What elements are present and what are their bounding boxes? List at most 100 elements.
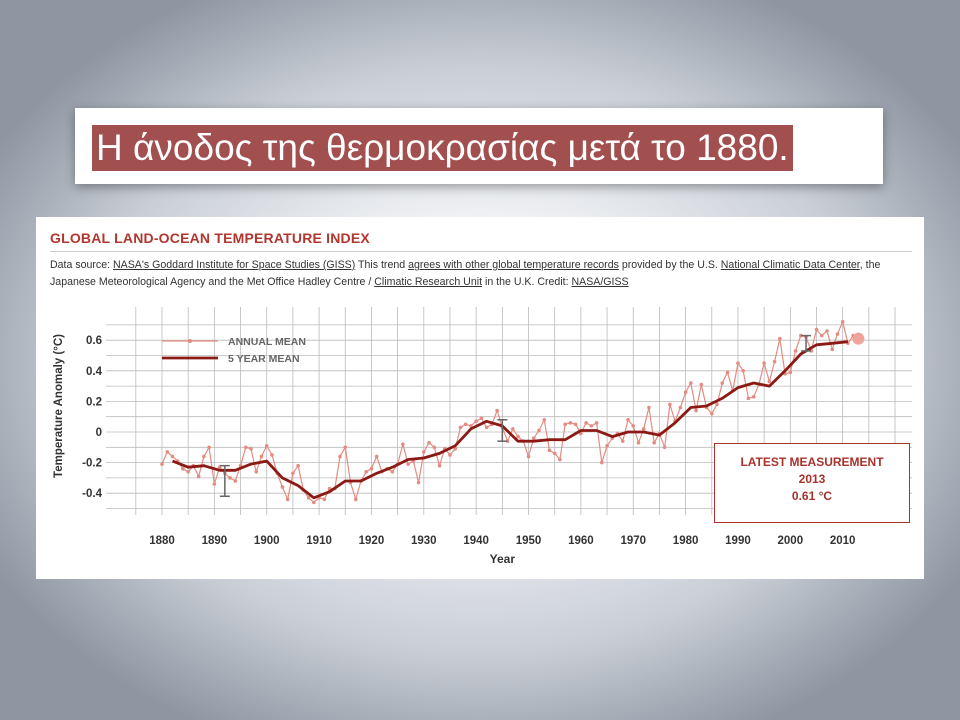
annual-mean-point [280, 485, 285, 489]
annual-mean-point [830, 347, 835, 352]
annual-mean-point [202, 454, 206, 459]
annual-mean-point [186, 469, 190, 474]
annual-mean-point [715, 402, 719, 407]
source-mid-4: in the U.K. Credit: [482, 276, 572, 288]
annual-mean-point [683, 390, 688, 395]
annual-mean-point [369, 466, 374, 471]
annual-mean-point [516, 434, 520, 439]
annual-mean-point [620, 439, 625, 443]
annual-mean-point [835, 332, 840, 336]
annual-mean-point [207, 445, 211, 450]
y-tick-label: 0.6 [86, 335, 102, 347]
source-link-cru[interactable]: Climatic Research Unit [374, 276, 483, 288]
x-tick-label: 1920 [359, 535, 385, 547]
annual-mean-point [243, 445, 248, 450]
chart-title: GLOBAL LAND-OCEAN TEMPERATURE INDEX [50, 230, 370, 246]
x-tick-label: 1900 [254, 535, 280, 547]
annual-mean-point [401, 442, 405, 447]
x-tick-label: 1910 [306, 535, 332, 547]
annual-mean-point [526, 454, 531, 459]
annual-mean-point [495, 408, 499, 413]
annual-mean-point [751, 395, 756, 399]
annual-mean-point [479, 416, 484, 421]
annual-mean-point [689, 381, 693, 385]
x-tick-label: 1930 [411, 535, 437, 547]
latest-heading: LATEST MEASUREMENT [740, 455, 884, 469]
annual-mean-point [652, 440, 656, 445]
annual-mean-point [249, 447, 253, 451]
annual-mean-point [296, 463, 300, 468]
annual-mean-point [170, 454, 175, 459]
annual-mean-point [364, 469, 369, 474]
annual-mean-point [469, 424, 473, 428]
annual-mean-point [678, 405, 683, 410]
annual-mean-point [437, 463, 442, 468]
five-year-mean-line [171, 340, 849, 500]
source-link-giss[interactable]: NASA's Goddard Institute for Space Studi… [113, 259, 356, 271]
legend-annual-label: ANNUAL MEAN [228, 336, 306, 348]
latest-value: 0.61 °C [791, 489, 833, 503]
annual-mean-point [448, 453, 452, 457]
chart-source-text: Data source: NASA's Goddard Institute fo… [50, 257, 910, 291]
annual-mean-point [647, 405, 651, 410]
y-tick-label: 0.2 [86, 396, 102, 408]
annual-mean-point [259, 454, 264, 459]
annual-mean-point [725, 370, 730, 375]
y-tick-label: -0.2 [82, 458, 102, 470]
annual-mean-point [573, 422, 578, 427]
annual-mean-point [196, 474, 201, 479]
source-prefix: Data source: [50, 259, 114, 271]
annual-mean-point [181, 466, 185, 471]
annual-mean-point [709, 411, 714, 416]
annual-mean-point [772, 359, 777, 364]
annual-mean-point [406, 462, 410, 466]
x-tick-label: 1880 [149, 535, 175, 547]
annual-mean-point [594, 421, 599, 425]
annual-mean-point [720, 381, 725, 385]
annual-mean-point [767, 379, 772, 384]
annual-mean-point [793, 349, 798, 353]
annual-mean-point [322, 497, 327, 502]
annual-mean-point [788, 370, 793, 375]
annual-mean-point [825, 329, 829, 333]
chart-card: GLOBAL LAND-OCEAN TEMPERATURE INDEX Data… [36, 217, 924, 579]
annual-mean-point [212, 482, 217, 486]
annual-mean-point [427, 440, 431, 445]
annual-mean-point [762, 361, 766, 365]
annual-mean-point [463, 422, 468, 427]
y-axis-title: Temperature Anomaly (°C) [53, 334, 65, 478]
x-tick-label: 2010 [830, 535, 856, 547]
x-tick-label: 2000 [778, 535, 804, 547]
annual-mean-point [699, 382, 704, 387]
latest-year: 2013 [798, 472, 826, 486]
x-axis-title: Year [490, 552, 516, 566]
annual-mean-point [165, 450, 170, 454]
latest-measurement-point [852, 332, 865, 345]
annual-mean-point [537, 428, 541, 433]
annual-mean-point [840, 320, 845, 324]
annual-mean-point [631, 424, 636, 428]
x-tick-label: 1980 [673, 535, 699, 547]
annual-mean-point [416, 480, 421, 485]
annual-mean-point [306, 495, 311, 500]
annual-mean-point [228, 476, 232, 480]
source-link-credit[interactable]: NASA/GISS [571, 276, 629, 288]
source-link-agrees[interactable]: agrees with other global temperature rec… [408, 259, 619, 271]
annual-mean-point [641, 427, 646, 431]
annual-mean-point [291, 471, 295, 476]
y-tick-label: 0.4 [86, 366, 103, 378]
annual-mean-point [568, 421, 573, 425]
annual-mean-point [636, 440, 641, 445]
temperature-chart: 0.6 0.4 0.2 0 -0.2 -0.4 1880 1890 1900 1910 1920 19… [53, 307, 912, 566]
y-tick-label: 0 [96, 427, 102, 439]
source-mid-2: provided by the U.S. [618, 259, 721, 271]
annual-mean-point [668, 402, 672, 407]
annual-mean-point [312, 500, 316, 505]
annual-mean-point [285, 497, 290, 502]
source-link-ncdc[interactable]: National Climatic Data Center [720, 259, 860, 271]
annual-mean-point [736, 361, 740, 365]
annual-mean-point [605, 443, 609, 448]
annual-mean-point [270, 453, 274, 457]
annual-mean-point [343, 445, 348, 450]
annual-mean-point [422, 450, 426, 454]
